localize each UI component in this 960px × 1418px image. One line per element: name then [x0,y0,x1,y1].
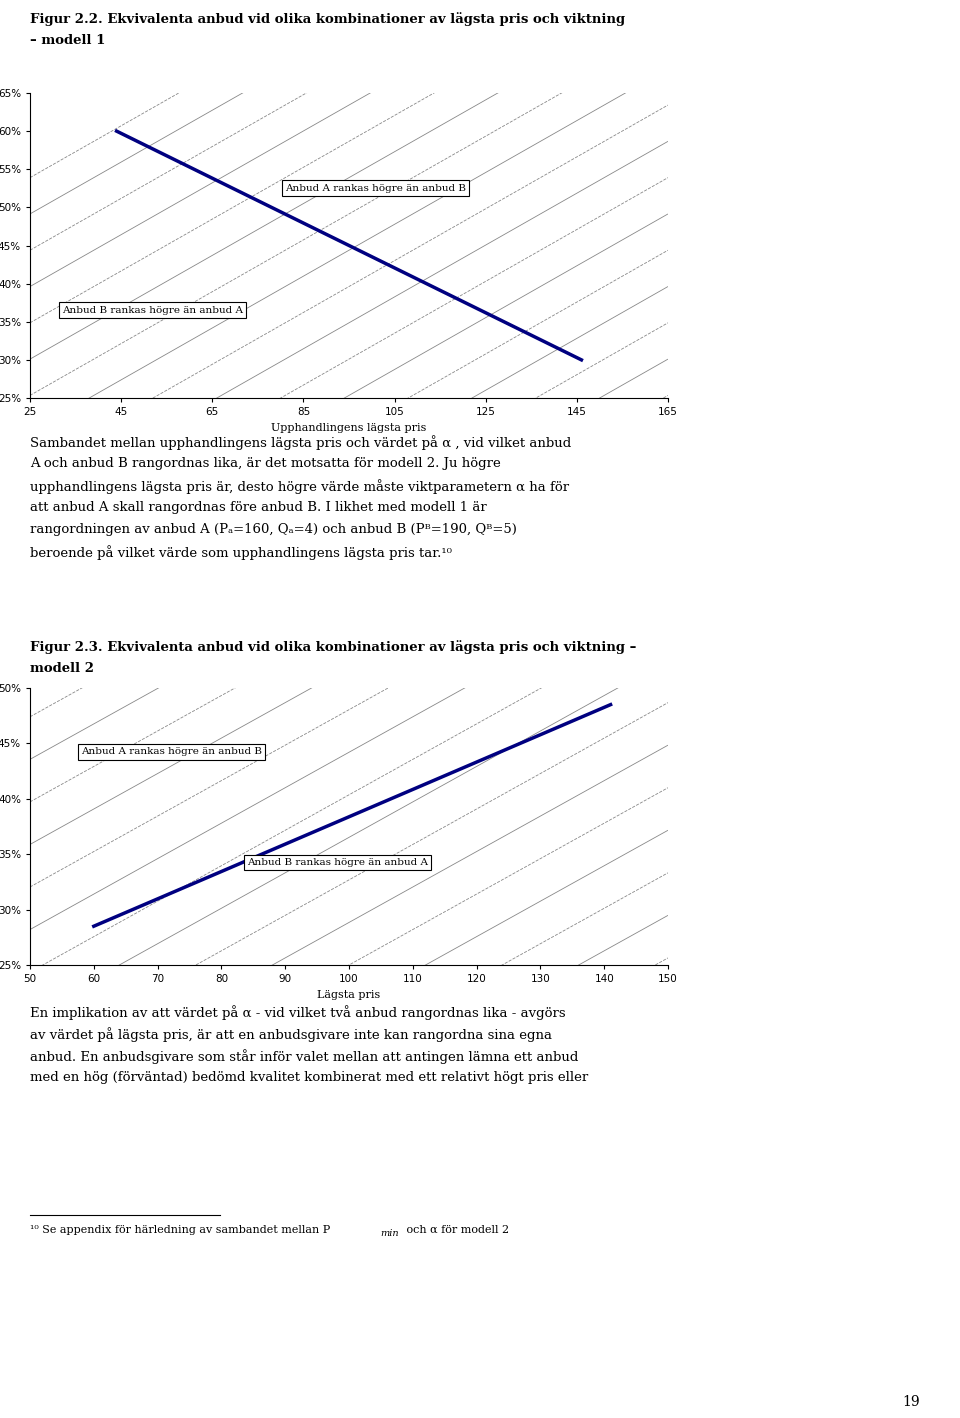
Text: av värdet på lägsta pris, är att en anbudsgivare inte kan rangordna sina egna: av värdet på lägsta pris, är att en anbu… [30,1027,552,1042]
Text: Anbud B rankas högre än anbud A: Anbud B rankas högre än anbud A [247,858,428,868]
Text: A och anbud B rangordnas lika, är det motsatta för modell 2. Ju högre: A och anbud B rangordnas lika, är det mo… [30,457,501,469]
X-axis label: Upphandlingens lägsta pris: Upphandlingens lägsta pris [272,423,426,432]
Text: att anbud A skall rangordnas före anbud B. I likhet med modell 1 är: att anbud A skall rangordnas före anbud … [30,501,487,513]
Text: modell 2: modell 2 [30,662,94,675]
Text: Anbud B rankas högre än anbud A: Anbud B rankas högre än anbud A [61,306,243,315]
Text: beroende på vilket värde som upphandlingens lägsta pris tar.¹⁰: beroende på vilket värde som upphandling… [30,545,452,560]
Text: rangordningen av anbud A (Pₐ=160, Qₐ=4) och anbud B (Pᴮ=190, Qᴮ=5): rangordningen av anbud A (Pₐ=160, Qₐ=4) … [30,523,516,536]
Text: ¹⁰ Se appendix för härledning av sambandet mellan P: ¹⁰ Se appendix för härledning av samband… [30,1225,330,1235]
Text: Anbud A rankas högre än anbud B: Anbud A rankas högre än anbud B [285,183,467,193]
Text: min: min [380,1229,398,1238]
X-axis label: Lägsta pris: Lägsta pris [318,990,380,1000]
Text: Figur 2.2. Ekvivalenta anbud vid olika kombinationer av lägsta pris och viktning: Figur 2.2. Ekvivalenta anbud vid olika k… [30,11,625,26]
Text: 19: 19 [902,1395,920,1409]
Text: Figur 2.3. Ekvivalenta anbud vid olika kombinationer av lägsta pris och viktning: Figur 2.3. Ekvivalenta anbud vid olika k… [30,640,636,654]
Text: anbud. En anbudsgivare som står inför valet mellan att antingen lämna ett anbud: anbud. En anbudsgivare som står inför va… [30,1049,578,1064]
Text: och α för modell 2: och α för modell 2 [403,1225,509,1235]
Text: En implikation av att värdet på α - vid vilket två anbud rangordnas lika - avgör: En implikation av att värdet på α - vid … [30,1005,565,1020]
Text: upphandlingens lägsta pris är, desto högre värde måste viktparametern α ha för: upphandlingens lägsta pris är, desto hög… [30,479,569,493]
Text: – modell 1: – modell 1 [30,34,106,47]
Text: Anbud A rankas högre än anbud B: Anbud A rankas högre än anbud B [81,747,262,756]
Text: med en hög (förväntad) bedömd kvalitet kombinerat med ett relativt högt pris ell: med en hög (förväntad) bedömd kvalitet k… [30,1071,588,1083]
Text: Sambandet mellan upphandlingens lägsta pris och värdet på α , vid vilket anbud: Sambandet mellan upphandlingens lägsta p… [30,435,571,450]
